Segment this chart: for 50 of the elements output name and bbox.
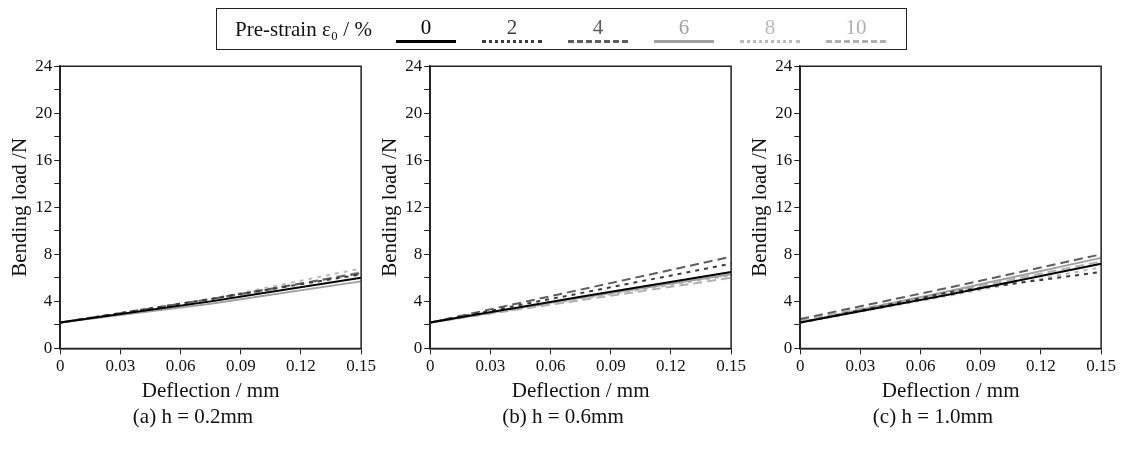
- text: 6: [678, 15, 690, 40]
- y-tick-label: 20: [405, 102, 423, 122]
- legend-title: Pre-strain ε₀ / %: [235, 16, 372, 42]
- text: (a) h = 0.2mm: [132, 404, 254, 429]
- y-tick-label: 0: [43, 337, 53, 357]
- x-tick-label: 0.12: [286, 356, 316, 376]
- y-tick-label: 20: [35, 102, 53, 122]
- y-axis-title: Bending load /N: [7, 137, 32, 277]
- x-tick-label: 0.15: [716, 356, 746, 376]
- y-tick-label: 24: [775, 55, 793, 75]
- y-tick-label: 4: [783, 290, 793, 310]
- x-axis-title: Deflection / mm: [141, 377, 280, 402]
- text: 2: [506, 15, 518, 40]
- text: (b) h = 0.6mm: [502, 404, 624, 429]
- y-tick-label: 16: [405, 149, 423, 169]
- y-tick-label: 4: [43, 290, 53, 310]
- x-tick-label: 0.03: [105, 356, 136, 376]
- x-tick-label: 0.06: [535, 356, 566, 376]
- y-tick-label: 16: [775, 149, 793, 169]
- x-axis-title: Deflection / mm: [511, 377, 650, 402]
- y-tick-label: 12: [35, 196, 53, 216]
- y-tick-label: 4: [413, 290, 423, 310]
- text: (c) h = 1.0mm: [872, 404, 994, 429]
- y-tick-label: 24: [35, 55, 53, 75]
- y-tick-label: 24: [405, 55, 423, 75]
- y-tick-label: 0: [783, 337, 793, 357]
- x-tick-label: 0.09: [595, 356, 626, 376]
- y-tick-label: 8: [783, 243, 793, 263]
- y-tick-label: 20: [775, 102, 793, 122]
- x-tick-label: 0.09: [225, 356, 256, 376]
- x-tick-label: 0.06: [165, 356, 196, 376]
- x-tick-label: 0.09: [965, 356, 996, 376]
- x-tick-label: 0.15: [1086, 356, 1116, 376]
- legend-label: 10: [845, 15, 867, 40]
- x-tick-label: 0.12: [1026, 356, 1056, 376]
- x-tick-label: 0.12: [656, 356, 686, 376]
- y-tick-label: 12: [775, 196, 793, 216]
- y-tick-label: 12: [405, 196, 423, 216]
- text: 4: [592, 15, 604, 40]
- y-axis-title: Bending load /N: [747, 137, 772, 277]
- x-tick-label: 0.03: [845, 356, 876, 376]
- x-tick-label: 0.03: [475, 356, 506, 376]
- x-tick-label: 0.15: [346, 356, 376, 376]
- y-axis-title: Bending load /N: [377, 137, 402, 277]
- y-tick-label: 8: [43, 243, 53, 263]
- y-tick-label: 8: [413, 243, 423, 263]
- y-tick-label: 16: [35, 149, 53, 169]
- x-tick-label: 0.06: [905, 356, 936, 376]
- y-tick-label: 0: [413, 337, 423, 357]
- x-axis-title: Deflection / mm: [881, 377, 1020, 402]
